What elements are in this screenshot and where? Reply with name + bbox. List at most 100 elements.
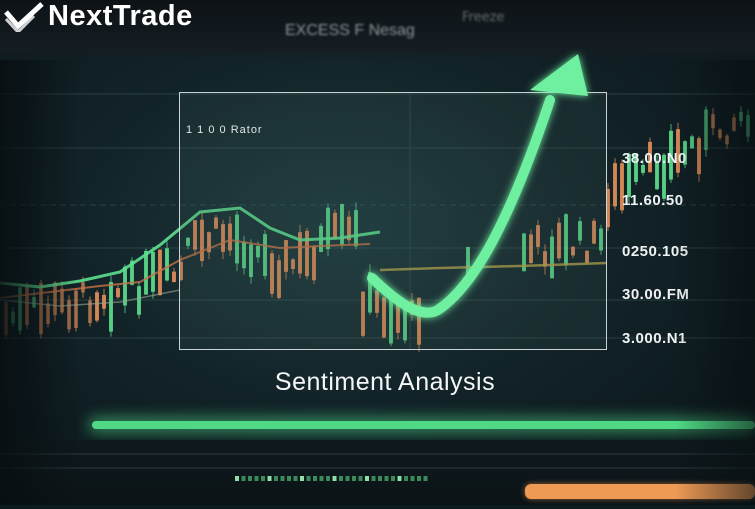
candle-body	[361, 291, 365, 336]
indicator-dot	[235, 476, 239, 481]
candle-body	[277, 260, 281, 298]
candle-body	[130, 260, 134, 285]
candle-body	[326, 207, 330, 250]
right-vignette	[675, 60, 755, 505]
candle-body	[669, 130, 673, 180]
candle-body	[382, 297, 386, 338]
indicator-dot	[358, 476, 363, 481]
header-tab[interactable]: Freeze	[462, 10, 505, 25]
indicator-dot	[352, 476, 356, 481]
arrow-head-icon	[530, 54, 588, 96]
candle-body	[95, 292, 99, 321]
candle-body	[620, 163, 624, 211]
candle-body	[312, 246, 316, 281]
candle-body	[368, 271, 372, 313]
price-label-2: 11.60.50	[622, 192, 684, 209]
candle-body	[242, 241, 246, 269]
candle-body	[207, 232, 211, 253]
candle-body	[389, 292, 393, 344]
candle-body	[158, 249, 162, 296]
indicator-dot	[391, 476, 395, 481]
candle-body	[270, 253, 274, 294]
indicator-dot	[417, 476, 421, 481]
indicator-dot	[293, 476, 298, 481]
candle-body	[200, 219, 204, 262]
indicator-dot	[365, 476, 369, 481]
candle-body	[256, 245, 260, 258]
left-vignette	[0, 60, 80, 505]
candle-body	[564, 214, 568, 265]
candle-body	[662, 154, 666, 199]
candle-body	[123, 266, 127, 306]
bottom-indicator-dots	[235, 476, 428, 481]
price-label-4: 30.00.FM	[622, 286, 690, 303]
candle-body	[641, 164, 645, 173]
indicator-dot	[378, 476, 382, 481]
candle-body	[151, 251, 155, 292]
indicator-dot	[326, 476, 330, 481]
candle-body	[634, 153, 638, 182]
price-label-5: 3.000.N1	[622, 330, 687, 347]
price-label-1: 38.00.N0	[622, 150, 687, 167]
indicator-dot	[410, 476, 415, 481]
candle-body	[375, 290, 379, 313]
progress-glow-bar	[92, 421, 755, 429]
candle-body	[578, 221, 582, 241]
indicator-dot	[274, 476, 278, 481]
indicator-dot	[300, 476, 304, 481]
candle-body	[550, 236, 554, 279]
arrow-curve	[367, 95, 555, 318]
candle-body	[606, 189, 610, 228]
candle-body	[354, 210, 358, 247]
candle-body	[333, 212, 337, 240]
indicator-dot	[287, 476, 291, 481]
candle-body	[144, 250, 148, 295]
candle-body	[529, 234, 533, 264]
candle-body	[137, 286, 141, 315]
indicator-dot	[339, 476, 343, 481]
candle-body	[193, 220, 197, 250]
price-label-3: 0250.105	[622, 243, 689, 260]
candle-body	[522, 233, 526, 272]
candle-body	[228, 223, 232, 251]
panel-label: 1 1 0 0 Rator	[186, 124, 263, 136]
indicator-dot	[267, 476, 272, 481]
candle-body	[88, 300, 92, 323]
indicator-dot	[397, 476, 402, 481]
candle-body	[109, 281, 113, 332]
candle-body	[102, 294, 106, 309]
candle-body	[571, 246, 575, 256]
indicator-dot	[280, 476, 285, 481]
indicator-dot	[261, 476, 265, 481]
candle-body	[627, 153, 631, 198]
indicator-dot	[345, 476, 350, 481]
candle-body	[543, 251, 547, 267]
toolbar-text: EXCESS F Nesag	[285, 22, 415, 39]
candle-body	[585, 250, 589, 263]
indicator-dot	[332, 476, 337, 481]
bottom-grid	[0, 453, 755, 481]
candle-body	[340, 204, 344, 245]
indicator-dot	[254, 476, 259, 481]
candle-body	[592, 220, 596, 244]
candle-body	[284, 240, 288, 272]
indicator-dot	[319, 476, 324, 481]
indicator-dot	[404, 476, 408, 481]
candle-body	[298, 232, 302, 274]
indicator-dot	[313, 476, 317, 481]
brand-logo[interactable]: NextTrade	[4, 0, 193, 33]
candle-body	[466, 247, 470, 283]
candle-body	[347, 216, 351, 241]
candle-body	[263, 234, 267, 276]
candle-body	[179, 261, 183, 281]
indicator-dot	[241, 476, 246, 481]
candle-body	[599, 228, 603, 251]
candle-body	[655, 161, 659, 190]
logo-check-mark-icon	[4, 1, 44, 32]
candle-body	[186, 237, 190, 246]
candle-body	[403, 308, 407, 341]
candle-body	[305, 230, 309, 277]
candle-body	[417, 297, 421, 345]
candle-body	[165, 248, 169, 281]
